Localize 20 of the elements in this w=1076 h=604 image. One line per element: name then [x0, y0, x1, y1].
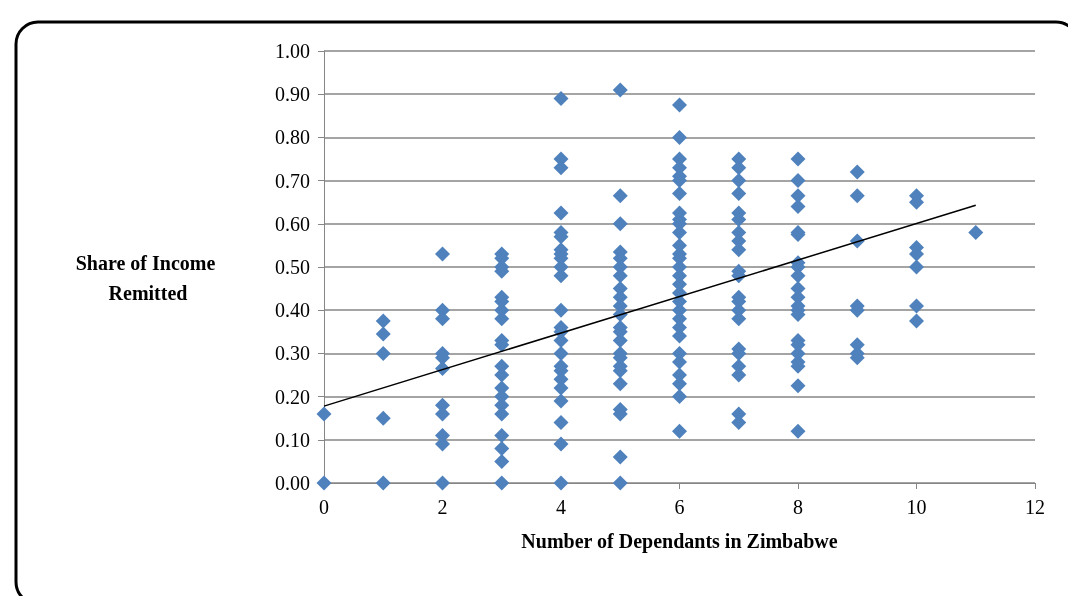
y-tick-label: 0.00: [275, 472, 310, 494]
y-tick-label: 0.60: [275, 212, 310, 235]
y-tick-label: 0.20: [275, 385, 310, 408]
y-tick-label: 0.70: [275, 169, 310, 192]
x-tick-label: 4: [556, 496, 566, 518]
x-tick-label: 0: [319, 496, 329, 518]
y-tick-label: 0.10: [275, 428, 310, 451]
x-axis-title: Number of Dependants in Zimbabwe: [521, 530, 838, 553]
y-tick-label: 1.00: [275, 40, 310, 62]
y-axis-title: Share of Income Remitted: [75, 252, 221, 304]
y-tick-label: 0.30: [275, 342, 310, 365]
x-tick-label: 12: [1025, 496, 1045, 518]
x-tick-label: 10: [906, 496, 927, 518]
x-tick-label: 8: [793, 496, 803, 518]
y-tick-label: 0.80: [275, 126, 310, 149]
y-tick-label: 0.90: [275, 83, 310, 106]
x-tick-label: 2: [437, 496, 448, 518]
y-tick-label: 0.40: [275, 299, 310, 322]
x-tick-label: 6: [674, 496, 685, 518]
y-tick-label: 0.50: [275, 256, 310, 278]
